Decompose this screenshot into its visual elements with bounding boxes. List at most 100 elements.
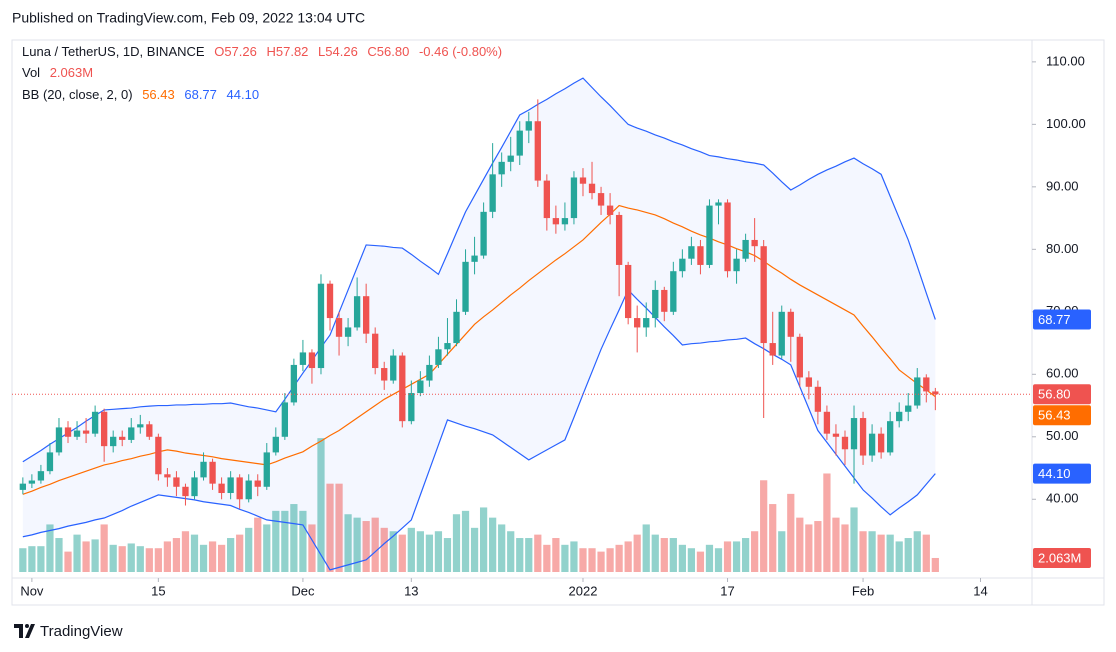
logo-mark [14,624,35,638]
candle-body [73,430,81,437]
candle-body [724,202,731,272]
candle-body [480,211,487,256]
candle-body [570,177,578,219]
candle-body [254,480,261,487]
y-tick-label: 60.00 [1046,366,1079,381]
volume-bar [281,510,289,572]
y-tick-label: 80.00 [1046,241,1079,256]
candle-body [706,205,713,265]
volume-bar [732,541,741,572]
volume-bar [642,524,650,572]
candle-body [236,477,243,500]
candle-body [561,218,569,225]
candle-body [606,205,614,215]
volume-bar [208,541,217,572]
candle-body [353,296,361,328]
footer-brand: TradingView [40,623,123,640]
candle-body [670,271,677,312]
volume-bar [236,534,244,572]
volume-bar [109,544,117,572]
candle-body [245,480,252,500]
volume-bar [570,541,578,572]
plot-area [12,77,1032,572]
candle-body [507,155,514,162]
candle-body [896,411,903,422]
volume-bar [190,534,199,572]
volume-bar [37,546,45,572]
candle-body [688,246,695,259]
volume-bar [254,517,262,572]
candle-body [19,483,27,490]
candle-body [498,161,505,175]
axes: 40.0050.0060.0070.0080.0090.00100.00110.… [20,53,1091,598]
candle-body [290,364,298,403]
volume-bar [479,507,488,572]
candle-body [426,364,433,381]
volume-bar [633,534,641,572]
volume-bar [687,548,696,572]
candle-body [661,289,668,312]
volume-bar [796,517,804,572]
candle-body [643,318,650,328]
volume-bar [425,534,434,572]
volume-bar [127,543,135,572]
volume-bar [344,514,352,572]
candle-body [769,343,776,356]
tradingview-logo: TradingView [14,623,123,640]
basis-badge-label: 56.43 [1038,408,1071,423]
volume-bar [913,531,921,572]
lower-badge [1033,463,1091,484]
volume-bar [751,531,759,572]
x-tick-label: 14 [973,583,987,598]
candle-body [335,318,343,337]
volume-bar [136,546,144,572]
candle-body [697,246,704,265]
volume-bar [91,539,99,572]
bb-lower-value: 44.10 [227,87,260,102]
candle-body [110,436,117,447]
candle-body [372,333,379,369]
candle-body [805,377,813,387]
volume-bar [64,551,72,572]
volume-bar [19,548,27,572]
candle-body [263,452,270,487]
volume-bar [154,548,162,572]
volume-bar [525,538,533,572]
candle-body [381,368,388,381]
ohlc-close: C56.80 [367,44,409,59]
volume-bar [696,551,705,572]
x-tick-label: 2022 [569,583,598,598]
candle-body [516,130,523,156]
symbol-legend: Luna / TetherUS, 1D, BINANCE O57.26 H57.… [22,44,502,59]
close-badge [1033,384,1091,405]
candle-body [932,391,939,395]
y-tick-label: 90.00 [1046,178,1079,193]
candle-body [64,427,72,437]
candle-body [119,436,126,440]
volume-bar [371,517,379,572]
candle-body [37,471,45,481]
volume-bar [73,534,81,572]
volume-value: 2.063M [50,65,93,80]
volume-bar [552,538,560,572]
candle-body [778,311,785,356]
candle-body [868,433,876,456]
bb-basis-line [22,204,936,495]
chart-frame [11,39,1105,606]
volume-bar [217,544,226,572]
candle-body [923,377,930,392]
symbol: Luna / TetherUS, 1D, BINANCE [22,44,205,59]
candle-body [82,430,90,434]
volume-bar [723,541,732,572]
x-tick-label: Dec [291,583,315,598]
candle-body [299,352,307,365]
candle-body [308,352,316,369]
ohlc-low: L54.26 [318,44,358,59]
volume-bar [651,534,659,572]
candle-body [164,474,171,478]
basis-badge [1033,405,1091,426]
candle-body [128,427,135,440]
volume-bar [624,541,632,572]
candle-body [326,283,334,319]
